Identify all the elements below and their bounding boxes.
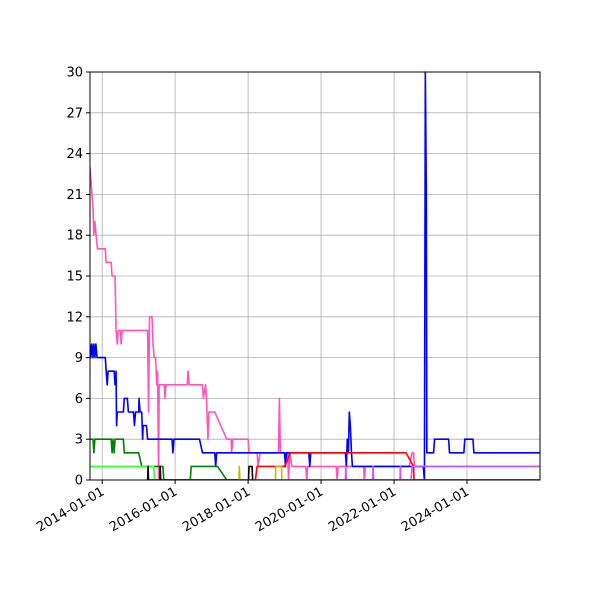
y-tick-label: 24 [66, 147, 83, 162]
series-line-5 [249, 452, 540, 480]
y-tick-label: 0 [75, 474, 83, 489]
y-tick-label: 30 [66, 66, 83, 81]
series-line-4 [90, 465, 540, 480]
y-tick-label: 12 [66, 310, 83, 325]
y-tick-label: 27 [66, 106, 83, 121]
x-tick-label: 2024-01-01 [399, 484, 472, 535]
y-tick-label: 18 [66, 229, 83, 244]
series-line-1 [90, 167, 540, 480]
series-line-3 [90, 438, 540, 480]
y-tick-label: 6 [75, 392, 83, 407]
series-line-6 [146, 465, 254, 480]
x-tick-label: 2020-01-01 [253, 484, 326, 535]
x-tick-label: 2022-01-01 [326, 484, 399, 535]
series-layer [90, 71, 540, 480]
y-tick-label: 3 [75, 433, 83, 448]
series-line-2 [90, 71, 540, 480]
x-tick-label: 2014-01-01 [34, 484, 107, 535]
y-tick-label: 21 [66, 188, 83, 203]
series-line-8 [344, 465, 540, 480]
y-tick-label: 9 [75, 351, 83, 366]
x-tick-label: 2016-01-01 [107, 484, 180, 535]
x-tick-label: 2018-01-01 [180, 484, 253, 535]
series-line-7 [238, 465, 283, 480]
y-tick-label: 15 [66, 270, 83, 285]
